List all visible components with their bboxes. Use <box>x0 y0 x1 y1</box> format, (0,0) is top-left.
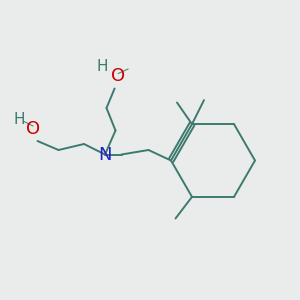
Text: N: N <box>98 146 112 164</box>
Text: H: H <box>13 112 25 127</box>
Text: O: O <box>111 67 125 85</box>
Text: O: O <box>26 120 40 138</box>
Text: H: H <box>96 59 108 74</box>
